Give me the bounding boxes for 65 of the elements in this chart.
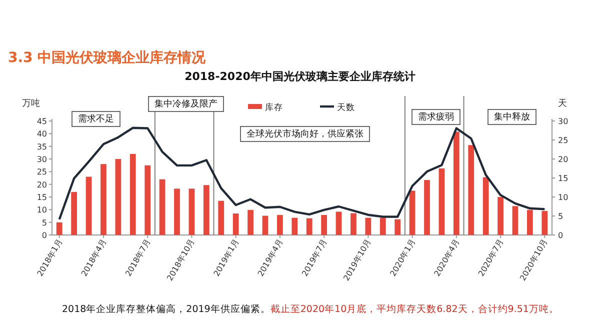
line-series [58,126,546,221]
y2-tick-label: 10 [558,193,568,202]
bar [394,219,401,235]
bar [86,176,92,235]
bar [409,190,416,235]
bar [115,159,122,235]
y-axis-title: 万吨 [22,98,40,109]
bar [100,164,106,235]
y-tick-label: 45 [36,117,47,126]
y-tick-label: 40 [36,130,47,139]
bar [512,206,518,235]
bar [174,188,180,235]
y-tick-label: 15 [36,193,47,202]
y-tick-label: 30 [36,155,47,164]
text: 集中冷修及限产 [154,98,218,110]
bar [248,210,254,235]
y-tick-label: 35 [36,142,47,152]
bar [56,222,62,235]
bar [130,154,136,235]
bar [365,218,372,235]
annotation: 需求疲弱 [418,112,454,122]
bar [159,179,166,235]
legend-label: 库存 [265,102,283,113]
bar [380,218,386,235]
text: 截止至2020年10月底，平均库存天数6.82天，合计约9.51万吨。 [270,303,559,315]
chart-subtitle: 2018-2020年中国光伏玻璃主要企业库存统计 [184,70,416,83]
y2-tick-label: 20 [558,155,568,164]
bar [292,218,298,235]
bar [482,177,489,235]
bar [232,213,239,235]
bar [453,132,460,235]
bar [306,218,312,235]
bar [542,210,548,235]
y2-axis-title: 天 [558,98,567,109]
y-tick-label: 20 [36,180,47,190]
y-tick-label: 0 [42,231,47,240]
bar [468,145,474,235]
text: 2018年企业库存整体偏高，2019年供应偏紧。 [62,303,270,315]
bar [188,188,195,235]
bar [498,197,504,235]
y-tick-label: 10 [36,206,47,215]
annotation: 需求不足 [78,114,114,124]
bar [527,210,533,235]
y2-tick-label: 0 [558,231,564,240]
bar [336,212,342,235]
bar [277,214,283,235]
bar [438,168,445,235]
y2-tick-label: 5 [558,212,564,221]
y2-tick-label: 15 [558,174,568,183]
y2-tick-label: 30 [558,117,568,126]
bar [203,185,210,235]
bar [321,214,327,235]
bar [144,165,151,235]
bar [424,180,430,235]
bar [71,192,77,235]
bar [262,216,268,235]
y-tick-label: 25 [36,168,47,177]
bar [350,213,356,235]
annotation: 集中释放 [494,112,530,122]
y-tick-label: 5 [42,218,47,228]
legend-label: 天数 [337,102,355,113]
y2-tick-label: 25 [558,136,568,145]
annotation: 全球光伏市场向好，供应紧张 [246,128,364,140]
chart-title: 3.3 中国光伏玻璃企业库存情况 [8,49,207,66]
bar [218,200,224,235]
